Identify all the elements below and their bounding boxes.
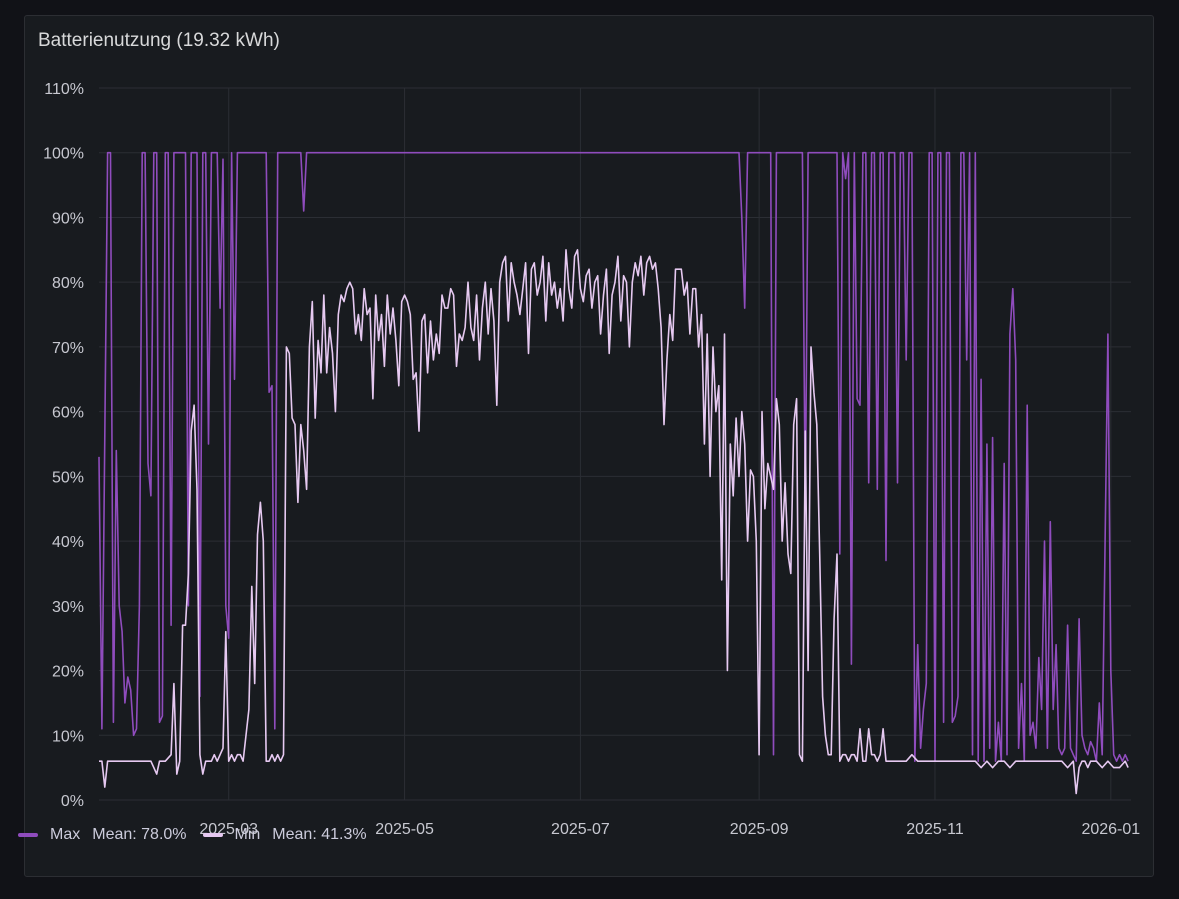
y-axis: 0% 10% 20% 30% 40% 50% 60% 70% 80% 90% 100% 110% [43, 81, 84, 810]
series-layer [98, 151, 1129, 795]
y-tick-label: 80% [52, 275, 84, 292]
legend-stat-min: Mean: 41.3% [272, 826, 367, 843]
series-line-min[interactable] [99, 249, 1129, 795]
y-tick-label: 70% [52, 340, 84, 357]
x-tick-label: 2025-05 [375, 821, 434, 838]
y-tick-label: 0% [61, 793, 84, 810]
chart-panel: Batterienutzung (19.32 kWh) [24, 15, 1154, 877]
legend-item-max[interactable]: Max Mean: 78.0% [18, 826, 187, 844]
y-tick-label: 50% [52, 469, 84, 486]
x-tick-label: 2025-09 [730, 821, 789, 838]
legend-label-max: Max [50, 826, 81, 843]
x-tick-label: 2025-11 [906, 821, 964, 838]
legend-swatch-min [202, 833, 223, 837]
y-tick-label: 100% [43, 146, 84, 163]
legend-item-min[interactable]: Min Mean: 41.3% [202, 826, 367, 844]
y-tick-label: 110% [44, 81, 84, 98]
panel-title: Batterienutzung (19.32 kWh) [38, 30, 280, 51]
x-tick-label: 2025-07 [551, 821, 610, 838]
y-tick-label: 30% [52, 599, 84, 616]
y-tick-label: 60% [52, 405, 84, 422]
legend-stat-max: Mean: 78.0% [92, 826, 187, 843]
legend-label-min: Min [234, 826, 261, 843]
legend: Max Mean: 78.0% Min Mean: 41.3% [18, 826, 383, 844]
y-tick-label: 20% [52, 664, 84, 681]
y-tick-label: 40% [52, 534, 84, 551]
y-tick-label: 10% [52, 728, 84, 745]
legend-swatch-max [18, 833, 38, 837]
x-tick-label: 2026-01 [1081, 821, 1140, 838]
y-tick-label: 90% [52, 210, 84, 227]
x-axis: 2025-03 2025-05 2025-07 2025-09 2025-11 2026-… [199, 821, 1140, 838]
series-line-max[interactable] [98, 151, 1129, 762]
